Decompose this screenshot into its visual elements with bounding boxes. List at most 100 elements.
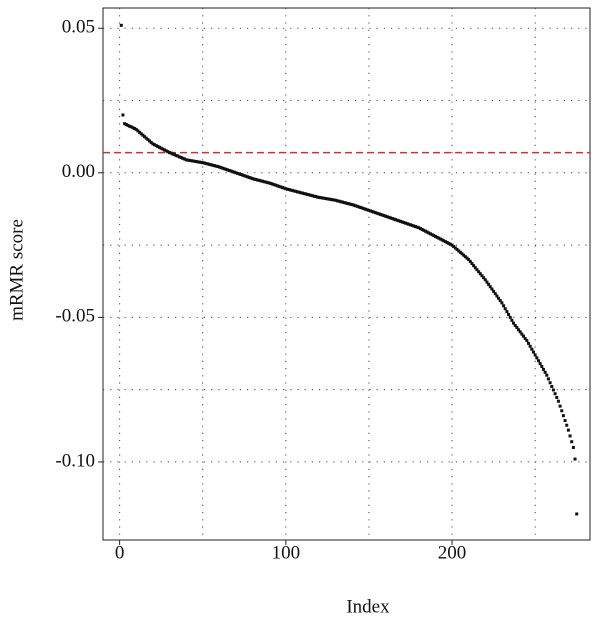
point	[385, 215, 389, 219]
point	[274, 183, 278, 187]
point	[269, 182, 273, 186]
point	[556, 399, 560, 403]
point	[264, 180, 268, 184]
point	[204, 162, 208, 166]
point	[428, 232, 432, 236]
point	[184, 158, 188, 162]
point	[480, 274, 484, 278]
point	[171, 152, 175, 156]
point	[167, 151, 171, 155]
point	[289, 188, 293, 192]
point	[217, 165, 221, 169]
point	[349, 202, 353, 206]
point	[194, 160, 198, 164]
point	[390, 216, 394, 220]
point	[252, 177, 256, 181]
point	[522, 334, 526, 338]
point	[214, 164, 218, 168]
point	[440, 238, 444, 242]
point	[182, 157, 186, 161]
point	[508, 315, 512, 319]
point	[287, 188, 291, 192]
point	[262, 180, 266, 184]
point	[354, 204, 358, 208]
point	[292, 189, 296, 193]
point	[527, 341, 531, 345]
point	[314, 195, 318, 199]
point	[399, 219, 403, 223]
point	[327, 197, 331, 201]
point	[530, 347, 534, 351]
point	[244, 174, 248, 178]
point	[545, 373, 549, 377]
point	[423, 229, 427, 233]
point	[179, 155, 183, 159]
y-tick-label: -0.10	[55, 450, 95, 471]
point	[192, 159, 196, 163]
point	[405, 222, 409, 226]
point	[482, 276, 486, 280]
point	[443, 240, 447, 244]
point	[239, 173, 243, 177]
point	[553, 392, 557, 396]
point	[555, 395, 559, 399]
point	[177, 155, 181, 159]
point	[498, 299, 502, 303]
point	[541, 367, 545, 371]
point	[433, 234, 437, 238]
x-tick-label: 0	[115, 542, 125, 563]
point	[166, 150, 170, 154]
point	[575, 512, 579, 516]
point	[148, 139, 152, 143]
point	[365, 208, 369, 212]
y-tick-label: 0.00	[62, 161, 95, 182]
point	[463, 255, 467, 259]
y-tick-label: -0.05	[55, 306, 95, 327]
point	[535, 356, 539, 360]
point	[418, 227, 422, 231]
point	[347, 202, 351, 206]
point	[136, 129, 140, 133]
point	[538, 362, 542, 366]
point	[485, 280, 489, 284]
point	[211, 163, 215, 167]
point	[525, 339, 529, 342]
point	[344, 201, 348, 205]
point	[432, 234, 436, 238]
point	[546, 377, 550, 381]
point	[360, 206, 364, 210]
point	[335, 199, 339, 203]
point	[352, 203, 356, 207]
point	[206, 162, 210, 166]
point	[153, 143, 157, 147]
point	[412, 224, 416, 228]
point	[339, 200, 343, 204]
point	[505, 310, 509, 314]
point	[295, 190, 299, 194]
point	[169, 151, 173, 155]
point	[404, 221, 408, 225]
point	[422, 228, 426, 232]
point	[256, 178, 260, 182]
point	[438, 237, 442, 241]
point	[197, 160, 201, 164]
point	[457, 249, 461, 253]
point	[277, 184, 281, 188]
point	[536, 359, 540, 363]
point	[483, 278, 487, 282]
point	[337, 199, 341, 203]
point	[332, 198, 336, 202]
point	[271, 182, 275, 186]
point	[164, 149, 168, 153]
point	[417, 226, 421, 230]
point	[187, 158, 191, 162]
point	[465, 256, 469, 260]
point	[425, 230, 429, 234]
x-tick-label: 100	[272, 542, 301, 563]
point	[362, 207, 366, 211]
point	[452, 245, 456, 249]
point	[560, 409, 564, 413]
point	[322, 196, 326, 200]
point	[299, 191, 303, 195]
point	[548, 381, 552, 385]
